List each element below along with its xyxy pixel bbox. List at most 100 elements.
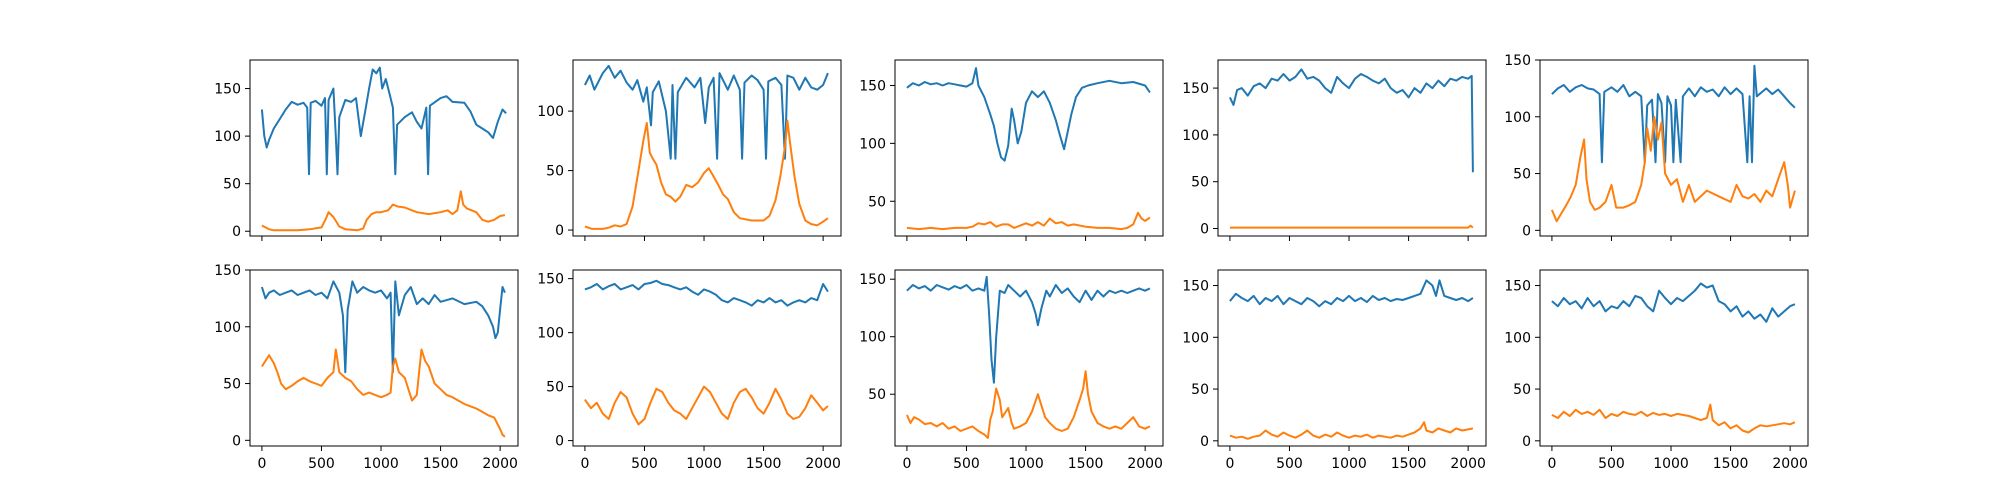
y-tick-label: 0 xyxy=(1200,434,1209,450)
y-tick-label: 50 xyxy=(868,387,886,403)
axes-frame xyxy=(572,269,842,447)
x-tick-label: 2000 xyxy=(1450,456,1486,472)
x-tick-label: 0 xyxy=(1225,456,1234,472)
y-tick-label: 150 xyxy=(1182,81,1209,97)
series-line xyxy=(261,190,506,232)
y-tick-label: 100 xyxy=(537,104,564,120)
series-line xyxy=(1228,68,1474,173)
x-tick-label: 1000 xyxy=(1653,456,1689,472)
y-tick-label: 50 xyxy=(868,194,886,210)
y-tick-label: 150 xyxy=(537,272,564,288)
chart-panel: 0 50 100 150 xyxy=(1182,59,1487,241)
x-tick-label: 0 xyxy=(1547,456,1556,472)
y-tick-label: 50 xyxy=(546,164,564,180)
y-tick-label: 150 xyxy=(859,272,886,288)
x-tick-label: 0 xyxy=(902,456,911,472)
x-tick-label: 1500 xyxy=(423,456,459,472)
series-line xyxy=(1229,224,1474,229)
x-tick-label: 500 xyxy=(1598,456,1625,472)
y-tick-label: 100 xyxy=(214,320,241,336)
x-tick-label: 500 xyxy=(308,456,335,472)
series-line xyxy=(1550,115,1796,223)
y-tick-label: 0 xyxy=(1200,222,1209,238)
series-line xyxy=(584,64,829,160)
x-tick-label: 2000 xyxy=(1127,456,1163,472)
axes-frame xyxy=(572,59,842,237)
chart-panel: 0 50 100 xyxy=(537,59,842,241)
series-line xyxy=(1229,279,1474,308)
y-tick-label: 50 xyxy=(223,177,241,193)
y-tick-label: 0 xyxy=(1522,223,1531,239)
x-tick-label: 2000 xyxy=(805,456,841,472)
series-line xyxy=(584,385,829,426)
series-line xyxy=(1551,64,1796,164)
x-tick-label: 500 xyxy=(1276,456,1303,472)
y-tick-label: 100 xyxy=(537,326,564,342)
x-tick-label: 2000 xyxy=(1772,456,1808,472)
series-line xyxy=(584,279,829,307)
y-tick-label: 100 xyxy=(859,136,886,152)
y-tick-label: 0 xyxy=(1522,434,1531,450)
y-tick-label: 150 xyxy=(1182,279,1209,295)
y-tick-label: 0 xyxy=(232,433,241,449)
y-tick-label: 50 xyxy=(1191,175,1209,191)
y-tick-label: 0 xyxy=(555,223,564,239)
y-tick-label: 50 xyxy=(223,377,241,393)
axes-frame xyxy=(894,59,1164,237)
axes-frame xyxy=(249,269,519,447)
series-line xyxy=(906,211,1151,231)
y-tick-label: 100 xyxy=(1182,330,1209,346)
x-tick-label: 1000 xyxy=(1331,456,1367,472)
axes-frame xyxy=(894,269,1164,447)
y-tick-label: 100 xyxy=(1504,110,1531,126)
chart-panel: 0 50 100 150 xyxy=(214,59,519,241)
y-tick-label: 50 xyxy=(1513,382,1531,398)
x-tick-label: 1500 xyxy=(1713,456,1749,472)
y-tick-label: 0 xyxy=(555,434,564,450)
x-tick-label: 1500 xyxy=(746,456,782,472)
series-line xyxy=(260,66,507,176)
x-tick-label: 0 xyxy=(257,456,266,472)
y-tick-label: 150 xyxy=(214,82,241,98)
x-tick-label: 1500 xyxy=(1068,456,1104,472)
y-tick-label: 100 xyxy=(214,129,241,145)
chart-panel: 50 100 150 xyxy=(859,59,1164,241)
y-tick-label: 100 xyxy=(1504,330,1531,346)
series-line xyxy=(905,370,1151,439)
y-tick-label: 150 xyxy=(214,263,241,279)
y-tick-label: 150 xyxy=(859,78,886,94)
x-tick-label: 500 xyxy=(953,456,980,472)
y-tick-label: 0 xyxy=(232,224,241,240)
axes-frame xyxy=(1217,59,1487,237)
series-line xyxy=(260,280,506,374)
y-tick-label: 150 xyxy=(1504,279,1531,295)
x-tick-label: 1000 xyxy=(1008,456,1044,472)
y-tick-label: 50 xyxy=(1513,167,1531,183)
series-line xyxy=(906,67,1151,162)
series-line xyxy=(1551,403,1796,434)
x-tick-label: 1000 xyxy=(363,456,399,472)
x-tick-label: 2000 xyxy=(482,456,518,472)
y-tick-label: 50 xyxy=(1191,382,1209,398)
series-line xyxy=(906,275,1151,384)
series-line xyxy=(1229,421,1474,440)
y-tick-label: 150 xyxy=(1504,53,1531,69)
series-line xyxy=(584,119,829,230)
x-tick-label: 1000 xyxy=(686,456,722,472)
x-tick-label: 500 xyxy=(631,456,658,472)
chart-panel: 0 50 100 150 xyxy=(1504,53,1809,241)
series-line xyxy=(261,348,506,438)
x-tick-label: 0 xyxy=(580,456,589,472)
axes-frame xyxy=(1539,59,1809,237)
y-tick-label: 50 xyxy=(546,380,564,396)
axes-frame xyxy=(1539,269,1809,447)
axes-frame xyxy=(249,59,519,237)
axes-frame xyxy=(1217,269,1487,447)
series-line xyxy=(1551,282,1796,323)
